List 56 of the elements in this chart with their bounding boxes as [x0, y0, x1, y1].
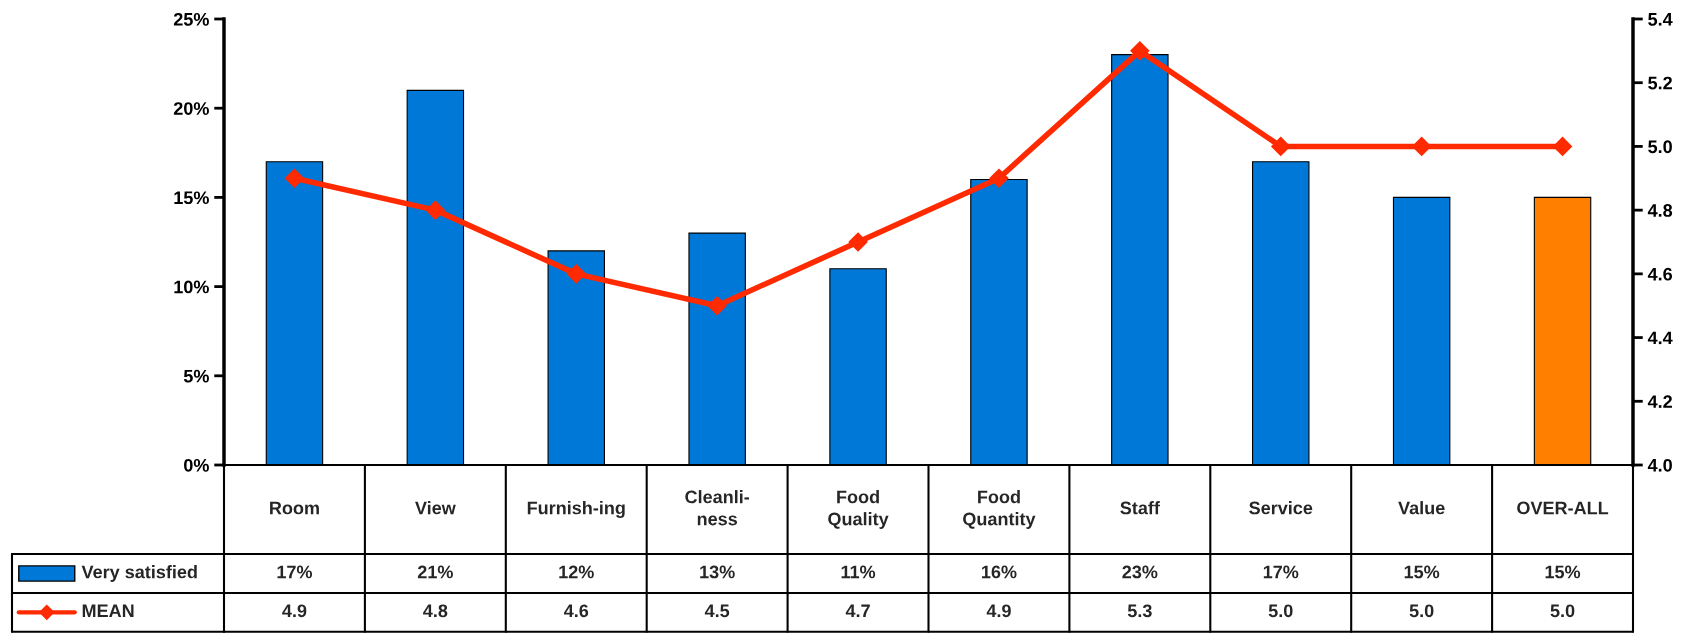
x-tick-label: Service	[1249, 501, 1313, 515]
y2-tick-label: 4.0	[1647, 458, 1672, 472]
y2-tick-label: 5.0	[1648, 140, 1672, 154]
y2-tick-label: 5.4	[1648, 13, 1673, 26]
y-tick-label: 10%	[174, 280, 209, 294]
point	[425, 200, 445, 220]
point	[707, 296, 727, 316]
y-tick-label: 20%	[173, 102, 209, 115]
y-tick-label: 0%	[184, 458, 209, 472]
data-label: 16%	[982, 565, 1017, 579]
data-label: 4.5	[704, 604, 730, 618]
y-tick-label: 25%	[173, 12, 209, 26]
data-label: 5.3	[1127, 604, 1152, 618]
data-label: 4.9	[282, 604, 307, 618]
x-tick-label: Furnish-ing	[527, 501, 625, 518]
y2-tick-label: 5.2	[1648, 76, 1672, 90]
data-label: 5.0	[1409, 604, 1434, 618]
data-label: 4.6	[563, 604, 589, 618]
legend-label: Very satisfied	[81, 565, 197, 582]
data-label: 17%	[277, 565, 313, 579]
y2-tick-label: 4.4	[1647, 331, 1673, 345]
x-tick-label: View	[415, 501, 456, 515]
x-tick-label: Food Quality	[828, 490, 889, 529]
point	[1553, 136, 1573, 156]
y2-tick-label: 4.2	[1647, 395, 1672, 408]
legend-label: MEAN	[82, 604, 134, 618]
data-label: 4.8	[423, 604, 448, 618]
x-tick-label: OVER-ALL	[1517, 501, 1609, 515]
data-label: 17%	[1263, 565, 1299, 579]
data-label: 5.0	[1268, 604, 1293, 618]
point	[1271, 136, 1291, 156]
y-tick-label: 15%	[174, 191, 209, 205]
x-tick-label: Room	[270, 501, 319, 515]
data-label: 21%	[417, 565, 453, 579]
y-tick-label: 5%	[183, 369, 209, 383]
point	[1412, 136, 1432, 156]
x-tick-label: Value	[1398, 501, 1445, 515]
point	[848, 232, 868, 252]
x-tick-label: Food Quantity	[963, 490, 1036, 529]
data-label: 15%	[1404, 565, 1440, 579]
y2-tick-label: 4.6	[1647, 267, 1673, 281]
y2-tick-label: 4.8	[1647, 204, 1673, 217]
point	[284, 168, 304, 188]
point	[566, 264, 586, 284]
x-tick-label: Cleanli- ness	[685, 490, 750, 526]
data-label: 4.9	[986, 604, 1011, 618]
point	[1130, 41, 1150, 61]
data-label: 4.7	[845, 604, 870, 618]
data-label: 5.0	[1550, 604, 1575, 618]
point	[989, 168, 1009, 188]
data-label: 15%	[1545, 565, 1581, 579]
data-label: 12%	[559, 565, 594, 579]
x-tick-label: Staff	[1120, 501, 1160, 515]
data-label: 11%	[841, 565, 876, 579]
data-label: 23%	[1122, 565, 1158, 579]
data-label: 13%	[700, 565, 735, 579]
